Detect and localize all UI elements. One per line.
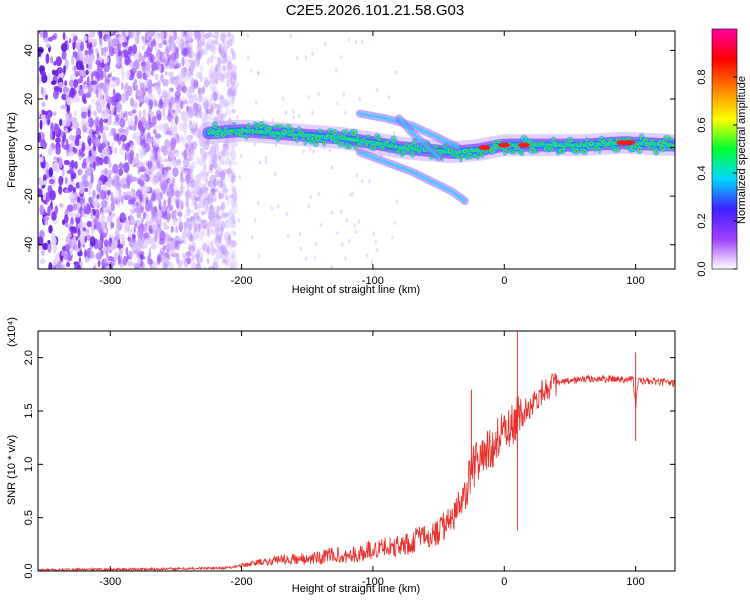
spectrogram-ytick-label: 40	[23, 44, 35, 56]
spectrogram-ytick-label: -40	[23, 237, 35, 253]
colorbar-tick-label: 0.6	[696, 117, 708, 132]
snr-panel: -300 -200 -100 0 100 0.0 0.5 1.0 1.5 2.0 Height o…	[6, 317, 676, 595]
snr-xlabel: Height of straight line (km)	[292, 583, 420, 595]
snr-ytick-label: 1.0	[23, 457, 35, 472]
snr-xtick-label: 100	[626, 576, 644, 588]
noise-speckle	[38, 31, 399, 269]
spectrogram-frame	[37, 30, 676, 270]
snr-ylabel: SNR (10 * v/v)	[6, 435, 18, 505]
hot-spot	[518, 142, 530, 148]
spectrogram-xlabel: Height of straight line (km)	[292, 284, 420, 296]
spectrogram-ylabel: Frequency (Hz)	[6, 112, 18, 188]
snr-line	[38, 372, 675, 571]
signal-ridge	[197, 109, 675, 205]
spectrogram-xtick-label: -100	[362, 275, 384, 287]
hot-spot	[478, 145, 491, 151]
colorbar-tick-label: 0.2	[696, 213, 708, 228]
hot-spot	[623, 140, 635, 146]
spectrogram-ytick-label: 20	[23, 93, 35, 105]
colorbar-tick-label: 0.0	[696, 261, 708, 276]
chart-title: C2E5.2026.101.21.58.G03	[285, 2, 465, 19]
spectrogram-xtick-label: -300	[99, 275, 121, 287]
snr-ytick-label: 1.5	[23, 403, 35, 418]
snr-xtick-label: -200	[231, 576, 253, 588]
spectrogram-xtick-label: -200	[231, 275, 253, 287]
snr-ytick-label: 0.5	[23, 510, 35, 525]
snr-xtick-label: -300	[99, 576, 121, 588]
snr-xtick-label: -100	[362, 576, 384, 588]
spectrogram-xtick-label: 100	[626, 275, 644, 287]
spectrogram-ytick-label: 0	[23, 145, 35, 151]
snr-ytick-label: 2.0	[23, 350, 35, 365]
hot-spot	[498, 142, 511, 148]
snr-multiplier: (x10⁴)	[6, 317, 18, 347]
colorbar: 0.0 0.2 0.4 0.6 0.8 Normalized spectral ampl…	[696, 28, 748, 277]
colorbar-tick-label: 0.4	[696, 165, 708, 180]
colorbar-label: Normalized spectral amplitude	[736, 76, 748, 224]
colorbar-tick-label: 0.8	[696, 69, 708, 84]
snr-frame	[37, 330, 676, 572]
snr-ytick-label: 0.0	[23, 563, 35, 578]
snr-xtick-label: 0	[501, 576, 507, 588]
spectrogram-xtick-label: 0	[501, 275, 507, 287]
colorbar-gradient	[711, 28, 738, 270]
spectrogram-ytick-label: -20	[23, 188, 35, 204]
